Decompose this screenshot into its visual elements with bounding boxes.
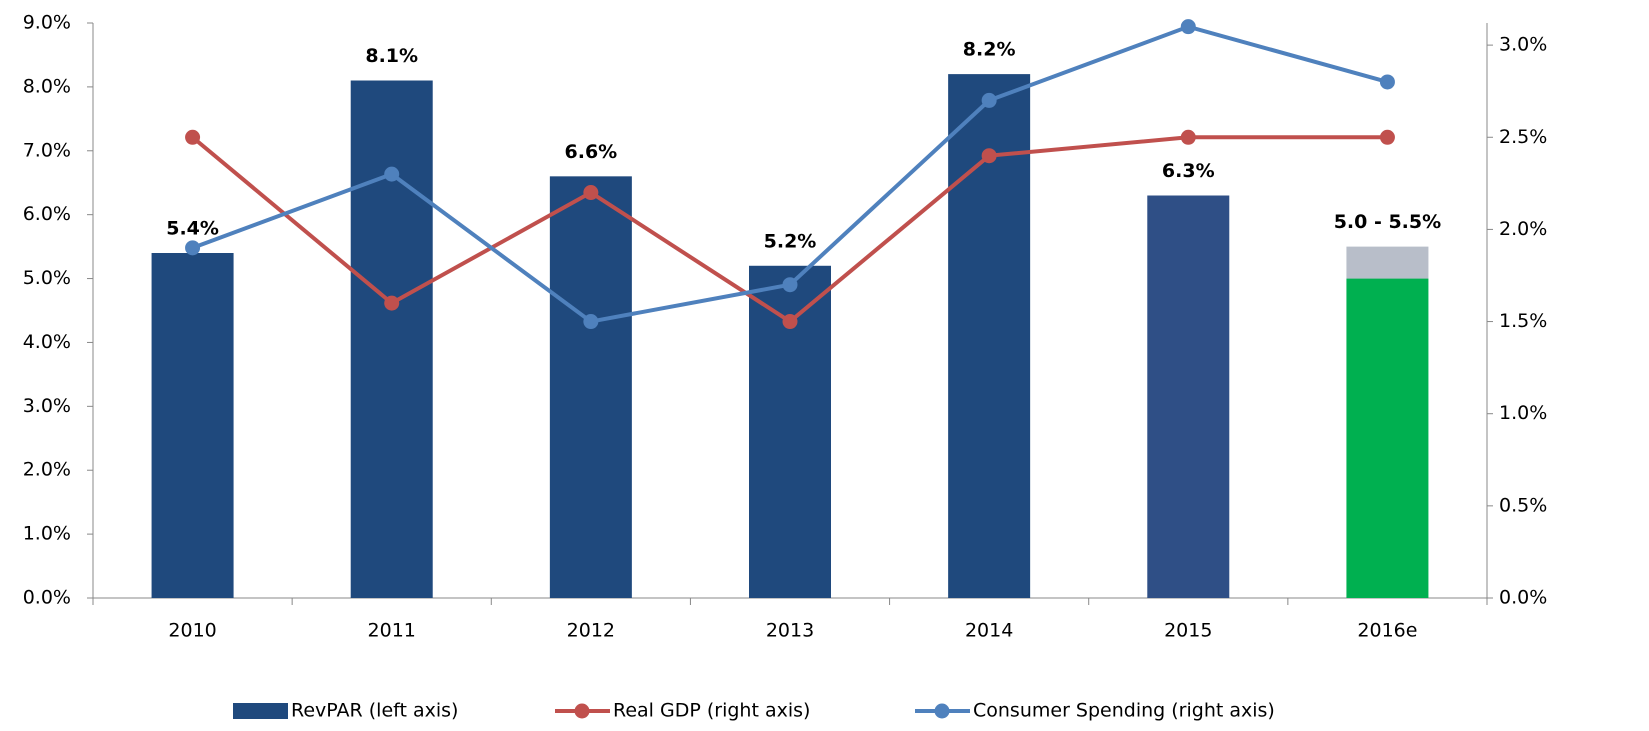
- bar: [549, 176, 632, 599]
- line-marker: [185, 129, 201, 145]
- line-marker: [384, 166, 400, 182]
- line-marker: [782, 277, 798, 293]
- y-tick-label: 5.0%: [23, 267, 71, 289]
- y2-tick-label: 0.0%: [1499, 587, 1547, 609]
- line-marker: [1379, 129, 1395, 145]
- y-tick-label: 1.0%: [23, 523, 71, 545]
- line-marker: [583, 185, 599, 201]
- bar: [1147, 195, 1230, 598]
- legend-label: RevPAR (left axis): [291, 700, 458, 722]
- legend-marker: [934, 703, 950, 719]
- data-label: 8.1%: [365, 45, 418, 67]
- y2-tick-label: 3.0%: [1499, 34, 1547, 56]
- line-marker: [1180, 19, 1196, 35]
- line-marker: [981, 148, 997, 164]
- y2-tick-label: 1.5%: [1499, 310, 1547, 332]
- line-marker: [782, 314, 798, 330]
- y2-tick-label: 0.5%: [1499, 494, 1547, 516]
- y-tick-label: 2.0%: [23, 459, 71, 481]
- y2-tick-label: 2.5%: [1499, 126, 1547, 148]
- line-marker: [981, 92, 997, 108]
- y-tick-label: 7.0%: [23, 139, 71, 161]
- x-tick-label: 2016e: [1357, 620, 1417, 642]
- y2-tick-label: 1.0%: [1499, 402, 1547, 424]
- bar: [350, 80, 433, 598]
- data-label: 8.2%: [963, 39, 1016, 61]
- x-tick-label: 2012: [567, 620, 615, 642]
- x-tick-label: 2014: [965, 620, 1013, 642]
- x-tick-label: 2011: [368, 620, 416, 642]
- legend-marker: [574, 703, 590, 719]
- legend-label: Consumer Spending (right axis): [973, 700, 1275, 722]
- data-label: 6.6%: [565, 141, 618, 163]
- legend-swatch: [233, 703, 288, 719]
- y-tick-label: 3.0%: [23, 395, 71, 417]
- data-label: 5.4%: [166, 218, 219, 240]
- line-marker: [1379, 74, 1395, 90]
- line-marker: [1180, 129, 1196, 145]
- line-marker: [583, 314, 599, 330]
- y-tick-label: 9.0%: [23, 12, 71, 34]
- line-marker: [384, 295, 400, 311]
- bar-range: [1346, 246, 1429, 279]
- data-label: 6.3%: [1162, 160, 1215, 182]
- y2-tick-label: 2.0%: [1499, 218, 1547, 240]
- line-marker: [185, 240, 201, 256]
- y-tick-label: 8.0%: [23, 75, 71, 97]
- y-tick-label: 4.0%: [23, 331, 71, 353]
- legend-label: Real GDP (right axis): [613, 700, 810, 722]
- x-tick-label: 2010: [168, 620, 216, 642]
- y-tick-label: 6.0%: [23, 203, 71, 225]
- x-tick-label: 2015: [1164, 620, 1212, 642]
- x-tick-label: 2013: [766, 620, 814, 642]
- bar: [1346, 278, 1429, 598]
- data-label: 5.2%: [764, 230, 817, 252]
- data-label: 5.0 - 5.5%: [1334, 211, 1441, 233]
- bar: [151, 253, 234, 598]
- y-tick-label: 0.0%: [23, 587, 71, 609]
